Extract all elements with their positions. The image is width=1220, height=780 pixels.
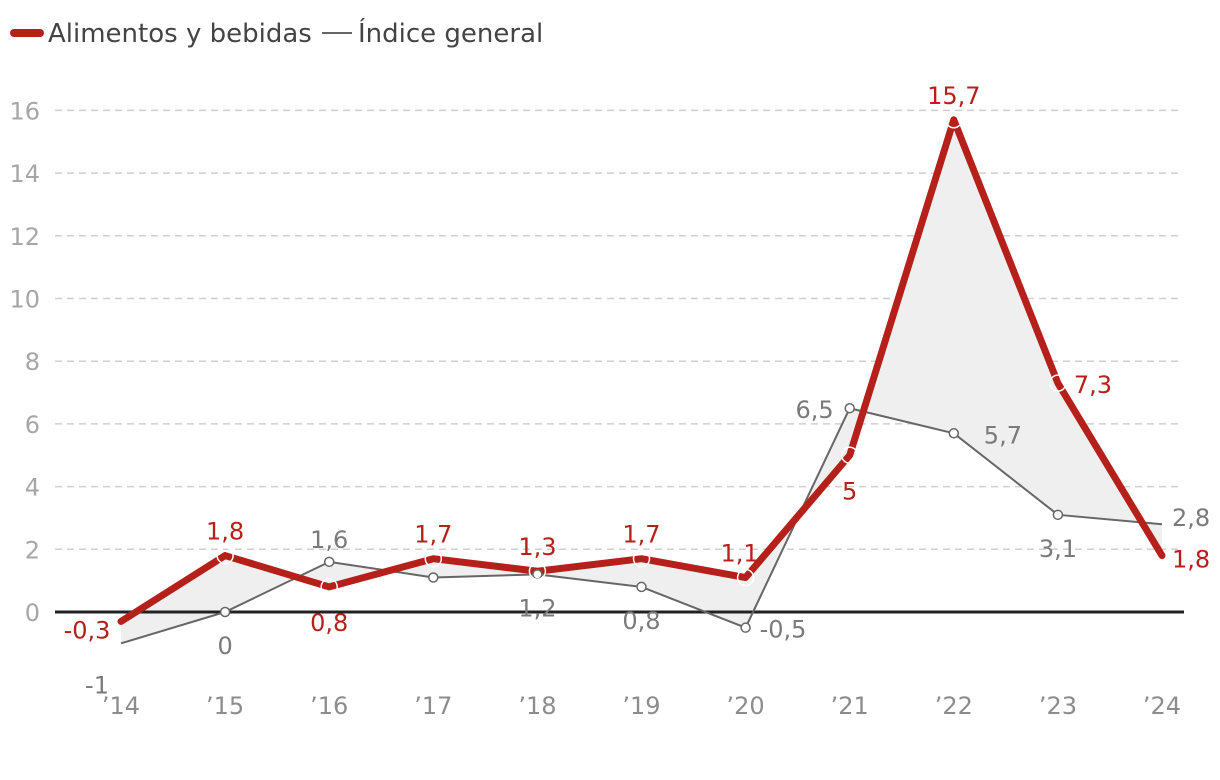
marker-alimentos [632, 549, 651, 568]
x-tick-label: ’16 [310, 692, 348, 720]
data-label-alimentos: 5 [842, 477, 857, 505]
data-label-indice-general: 0 [217, 632, 232, 660]
x-tick-label: ’22 [935, 692, 973, 720]
data-label-alimentos: 1,7 [622, 521, 660, 549]
data-label-indice-general: 1,6 [310, 526, 348, 554]
y-tick-label: 4 [25, 474, 40, 502]
x-tick-label: ’24 [1143, 692, 1181, 720]
y-tick-label: 10 [9, 286, 40, 314]
data-label-indice-general: 3,1 [1039, 535, 1077, 563]
x-tick-label: ’14 [102, 692, 140, 720]
axes: 0 2 4 6 8 10 12 14 16 ’14 ’15 ’16 ’17 ’18 ’19 ’20 ’21 ’22… [9, 97, 1184, 720]
data-label-indice-general: 5,7 [984, 421, 1022, 449]
data-label-indice-general: 0,8 [622, 607, 660, 635]
data-label-alimentos: 7,3 [1074, 371, 1112, 399]
marker-indice-general [844, 402, 855, 414]
marker-alimentos [424, 549, 443, 568]
y-tick-label: 8 [25, 348, 40, 376]
data-label-alimentos: 1,3 [518, 533, 556, 561]
marker-alimentos [1049, 374, 1067, 392]
data-label-indice-general: -0,5 [760, 616, 807, 644]
x-tick-label: ’20 [727, 692, 765, 720]
marker-indice-general [532, 569, 543, 580]
gap-area [121, 119, 1162, 644]
legend: Alimentos y bebidas Índice general [10, 17, 543, 49]
gap-fill [121, 119, 1162, 644]
marker-indice-general [428, 572, 439, 583]
marker-alimentos [945, 111, 963, 129]
data-label-indice-general: -1 [85, 671, 109, 699]
y-tick-label: 2 [25, 536, 40, 564]
marker-indice-general [1052, 509, 1064, 521]
marker-alimentos [216, 546, 234, 565]
data-label-alimentos: 1,8 [1172, 546, 1210, 574]
series-line-alimentos [117, 116, 1166, 625]
marker-alimentos [528, 562, 547, 580]
x-tick-label: ’23 [1039, 692, 1077, 720]
y-tick-label: 16 [9, 97, 40, 125]
y-tick-label: 6 [25, 411, 40, 439]
marker-indice-general [219, 606, 231, 618]
marker-indice-general [948, 428, 960, 439]
data-label-alimentos: 0,8 [310, 609, 348, 637]
legend-label-general: Índice general [358, 17, 543, 49]
marker-alimentos [840, 446, 859, 464]
data-label-alimentos: 15,7 [927, 82, 980, 110]
y-tick-label: 14 [9, 160, 40, 188]
data-label-alimentos: 1,8 [206, 518, 244, 546]
x-tick-label: ’19 [622, 692, 660, 720]
data-labels: -1 0 1,6 1,2 0,8 -0,5 6,5 5,7 3,1 2,8 -0,3 1,8 0,8 1,… [64, 82, 1211, 700]
x-tick-label: ’18 [518, 692, 556, 720]
legend-label-alimentos: Alimentos y bebidas [48, 19, 312, 49]
y-tick-label: 0 [25, 599, 40, 627]
data-label-alimentos: 1,1 [721, 540, 759, 568]
x-tick-label: ’15 [206, 692, 244, 720]
x-tick-label: ’17 [414, 692, 452, 720]
marker-alimentos [736, 568, 755, 587]
data-label-indice-general: 2,8 [1172, 504, 1210, 532]
series-lines [117, 111, 1166, 645]
data-label-alimentos: -0,3 [64, 616, 111, 644]
x-tick-label: ’21 [831, 692, 869, 720]
marker-indice-general [740, 622, 751, 633]
y-tick-label: 12 [9, 223, 40, 251]
data-label-indice-general: 1,2 [518, 594, 556, 622]
data-label-alimentos: 1,7 [414, 521, 452, 549]
marker-alimentos [320, 578, 338, 596]
marker-indice-general [636, 581, 647, 593]
marker-indice-general [323, 556, 335, 568]
data-label-indice-general: 6,5 [796, 396, 834, 424]
